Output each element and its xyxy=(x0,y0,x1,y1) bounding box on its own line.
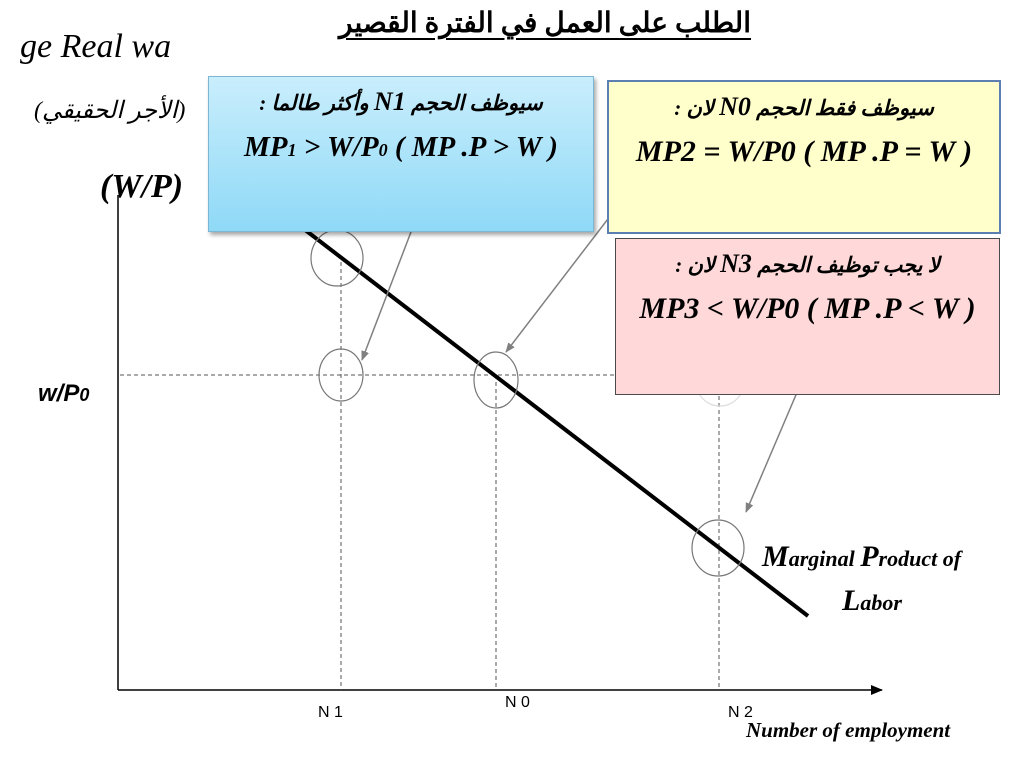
callout-n3-body: MP3 < W/P0 ( MP .P < W ) xyxy=(639,292,976,325)
circle-n1-on-curve xyxy=(310,229,364,287)
callout-box-n3: لا يجب توظيف الحجم N3 لان : MP3 < W/P0 (… xyxy=(615,238,1000,395)
callout-n0-head-text: سيوظف فقط الحجم xyxy=(750,96,934,120)
circle-n2-on-curve xyxy=(691,519,745,577)
curve-label-cap-m: M xyxy=(762,540,789,573)
callout-n3-head-tail: لان : xyxy=(675,253,721,277)
callout-n3-head-text: لا يجب توظيف الحجم xyxy=(751,253,940,277)
curve-label-text-1: arginal xyxy=(788,546,861,571)
callout-n1-body: MP1 > W/P0 ( MP .P > W ) xyxy=(209,129,593,168)
curve-label-cap-l: L xyxy=(842,584,861,617)
curve-label-line2: Labor xyxy=(842,584,902,618)
mpl-curve xyxy=(298,224,810,618)
slide-title: الطلب على العمل في الفترة القصير xyxy=(339,8,751,39)
circle-n1-wage-level xyxy=(318,348,364,402)
callout-n1-body-b: > W/P xyxy=(296,131,379,163)
curve-label-text-3: abor xyxy=(860,590,902,615)
callout-n0-head-symbol: N0 xyxy=(719,92,751,121)
callout-n1-body-sub2: 0 xyxy=(378,140,388,160)
callout-n0-head-tail: لان : xyxy=(674,96,720,120)
y-axis-label-ar: (الأجر الحقيقي) xyxy=(34,98,186,124)
callout-n1-head-tail: وأكثر طالما : xyxy=(259,91,374,115)
x-tick-n1: N 1 xyxy=(318,704,343,721)
callout-n1-heading: سيوظف الحجم N1 وأكثر طالما : xyxy=(209,87,593,117)
callout-n0-heading: سيوظف فقط الحجم N0 لان : xyxy=(609,92,999,122)
callout-box-n1: سيوظف الحجم N1 وأكثر طالما : MP1 > W/P0 … xyxy=(208,76,594,232)
callout-n1-body-c: ( MP .P > W ) xyxy=(387,131,558,163)
callout-n1-head-text: سيوظف الحجم xyxy=(405,91,543,115)
curve-label-text-2: roduct of xyxy=(878,546,962,571)
wage-level-label: w/P0 xyxy=(38,380,89,408)
wage-level-subscript: 0 xyxy=(79,385,90,405)
x-tick-n0: N 0 xyxy=(505,694,530,711)
callout-box-n0: سيوظف فقط الحجم N0 لان : MP2 = W/P0 ( MP… xyxy=(607,80,1001,234)
callout-n1-body-sub1: 1 xyxy=(287,140,297,160)
callout-n1-head-symbol: N1 xyxy=(373,87,406,116)
callout-n1-body-a: MP xyxy=(244,131,288,163)
wage-level-text: w/P xyxy=(38,380,80,407)
callout-n3-heading: لا يجب توظيف الحجم N3 لان : xyxy=(616,249,999,279)
x-axis-label: Number of employment xyxy=(746,718,951,742)
curve-label-line1: Marginal Product of xyxy=(762,540,961,574)
pointer-arrow-n0 xyxy=(505,197,625,353)
callout-n0-body: MP2 = W/P0 ( MP .P = W ) xyxy=(635,135,973,168)
callout-n3-head-symbol: N3 xyxy=(720,249,752,278)
x-tick-n2: N 2 xyxy=(728,704,753,721)
y-axis-symbol: (W/P) xyxy=(100,168,184,205)
curve-label-cap-p: P xyxy=(860,540,879,573)
y-axis-label-en: ge Real wa xyxy=(20,28,172,65)
circle-n0-equilibrium xyxy=(473,351,519,409)
